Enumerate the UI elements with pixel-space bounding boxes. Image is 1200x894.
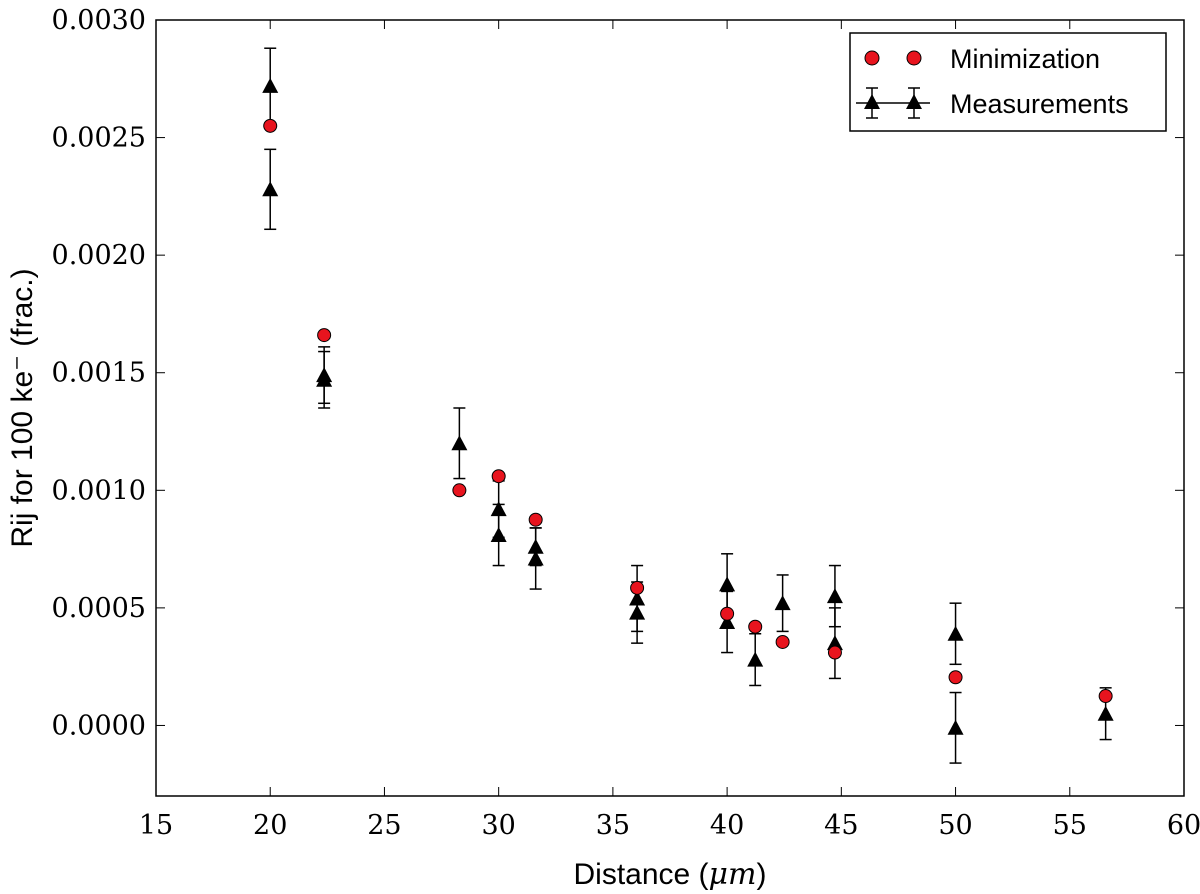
measurement-marker: [316, 371, 333, 387]
measurement-marker: [947, 719, 964, 735]
x-tick-label: 20: [253, 810, 287, 841]
measurement-point: [1097, 687, 1114, 741]
measurement-point: [826, 607, 843, 680]
minimization-point: [452, 483, 467, 498]
plot-frame: [155, 19, 1185, 797]
y-tick-label: 0.0000: [52, 710, 146, 741]
x-tick-label: 25: [367, 810, 401, 841]
measurement-marker: [719, 613, 736, 629]
minimization-point: [263, 118, 278, 133]
x-tick-label: 45: [824, 810, 858, 841]
minimization-point: [748, 619, 763, 634]
measurement-marker: [719, 576, 736, 592]
measurement-marker: [826, 635, 843, 651]
y-axis-label: Rij for 100 ke⁻ (frac.): [6, 268, 39, 547]
minimization-point: [775, 634, 790, 649]
legend-minimization-label: Minimization: [950, 44, 1100, 74]
y-tick-label: 0.0010: [52, 475, 146, 506]
x-tick-label: 50: [938, 810, 972, 841]
legend-measurements-marker: [856, 87, 930, 119]
measurement-marker: [262, 181, 279, 197]
axis-ticks: [155, 19, 1185, 796]
axis-tick-labels: 15 20 25 30 35 40 45 50 55 60 0.0000 0.0005 0.0010 0.…: [52, 5, 1200, 841]
measurement-marker: [527, 550, 544, 566]
measurement-marker: [1097, 705, 1114, 721]
minimization-point: [317, 328, 332, 343]
measurement-point: [774, 574, 791, 633]
minimization-point: [948, 670, 963, 685]
measurement-point: [747, 632, 764, 687]
minimization-point: [1098, 689, 1113, 704]
measurement-marker: [451, 435, 468, 451]
minimization-point: [827, 645, 842, 660]
y-tick-label: 0.0020: [52, 240, 146, 271]
measurement-point: [719, 590, 736, 654]
measurement-point: [262, 148, 279, 231]
y-tick-label: 0.0005: [52, 593, 146, 624]
y-tick-label: 0.0015: [52, 358, 146, 389]
measurement-point: [947, 691, 964, 764]
minimization-point: [491, 469, 506, 484]
measurement-marker: [774, 595, 791, 611]
minimization-point: [630, 580, 645, 595]
x-axis-label: Distance (μm): [574, 857, 767, 892]
minimization-point: [720, 606, 735, 621]
legend-measurements-label: Measurements: [950, 89, 1129, 119]
measurement-point: [527, 527, 544, 590]
x-tick-label: 35: [596, 810, 630, 841]
measurement-point: [490, 503, 507, 567]
measurement-point: [451, 407, 468, 480]
measurement-marker: [262, 77, 279, 93]
data-points: [262, 47, 1114, 764]
minimization-point: [528, 512, 543, 527]
measurement-marker: [490, 526, 507, 542]
measurement-point: [316, 350, 333, 409]
measurement-point: [947, 602, 964, 666]
legend-box: [849, 32, 1167, 132]
measurement-marker: [826, 588, 843, 604]
x-tick-label: 60: [1167, 810, 1200, 841]
measurement-marker: [629, 604, 646, 620]
legend-minimization-marker: [906, 50, 922, 66]
x-tick-label: 15: [139, 810, 173, 841]
x-tick-label: 30: [481, 810, 515, 841]
measurement-marker: [747, 651, 764, 667]
legend-minimization-marker: [864, 50, 880, 66]
measurement-marker: [947, 625, 964, 641]
x-tick-label: 55: [1053, 810, 1087, 841]
y-tick-label: 0.0025: [52, 123, 146, 154]
x-tick-label: 40: [710, 810, 744, 841]
legend: Minimization Measurements: [849, 32, 1167, 132]
y-tick-label: 0.0030: [52, 5, 146, 36]
